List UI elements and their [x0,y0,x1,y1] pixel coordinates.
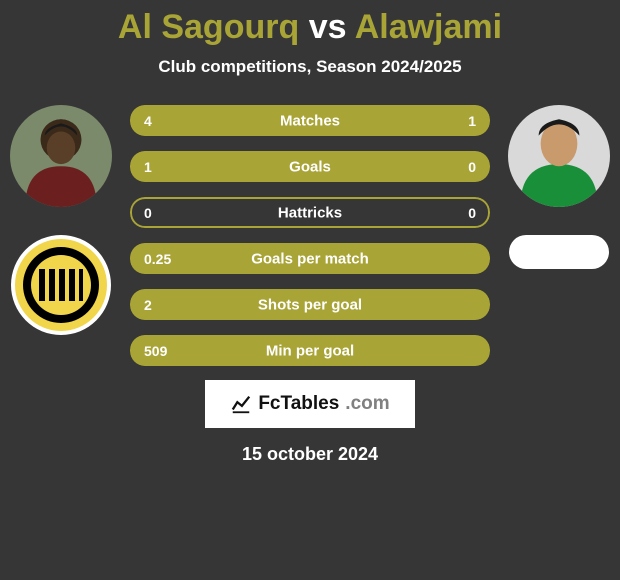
stat-bar: 0.25 Goals per match [130,243,490,274]
stat-label: Hattricks [278,204,342,221]
stat-value-left: 1 [144,159,152,175]
content-row: 4 1 Matches 1 0 Goals 0 0 Hattricks 0.25 Goals per… [0,105,620,366]
stat-value-right: 0 [468,205,476,221]
stat-label: Goals [289,158,331,175]
comparison-widget: Al Sagourq vs Alawjami Club competitions… [0,0,620,465]
stat-label: Matches [280,112,340,129]
player1-club-logo [11,235,111,335]
vs-text: vs [309,8,347,46]
page-title: Al Sagourq vs Alawjami [0,8,620,47]
date-text: 15 october 2024 [242,444,378,465]
footer: FcTables .com 15 october 2024 [0,380,620,465]
stat-value-left: 0.25 [144,251,171,267]
stat-bar: 2 Shots per goal [130,289,490,320]
player2-name: Alawjami [355,8,502,46]
subtitle: Club competitions, Season 2024/2025 [0,57,620,77]
stat-bar: 1 0 Goals [130,151,490,182]
player1-avatar [10,105,112,207]
club-badge-icon [11,235,111,335]
brand-badge: FcTables .com [205,380,415,428]
player2-club-logo [509,235,609,269]
left-side [10,105,112,335]
player1-name: Al Sagourq [118,8,299,46]
brand-suffix: .com [345,393,389,415]
stat-value-left: 509 [144,343,167,359]
stat-bars: 4 1 Matches 1 0 Goals 0 0 Hattricks 0.25 Goals per… [130,105,490,366]
stat-label: Shots per goal [258,296,362,313]
stat-value-left: 2 [144,297,152,313]
person-icon [508,105,610,207]
stat-label: Min per goal [266,342,354,359]
stat-value-left: 4 [144,113,152,129]
person-icon [10,105,112,207]
player2-avatar [508,105,610,207]
stat-bar: 4 1 Matches [130,105,490,136]
stat-bar: 509 Min per goal [130,335,490,366]
right-side [508,105,610,269]
brand-name: FcTables [258,393,339,415]
stat-value-right: 0 [468,159,476,175]
stat-bar: 0 0 Hattricks [130,197,490,228]
stat-value-right: 1 [468,113,476,129]
chart-icon [230,393,252,415]
stat-value-left: 0 [144,205,152,221]
stat-label: Goals per match [251,250,369,267]
